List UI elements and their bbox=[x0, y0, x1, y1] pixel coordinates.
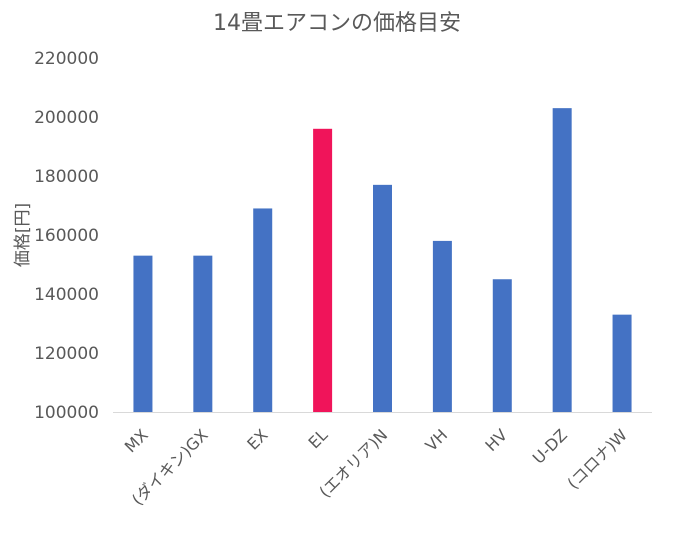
x-tick-label: HV bbox=[481, 425, 511, 455]
x-tick-label: MX bbox=[121, 425, 152, 456]
y-tick-label: 220000 bbox=[34, 49, 99, 69]
bar-2 bbox=[253, 208, 273, 412]
bar-4 bbox=[373, 184, 392, 412]
x-tick-label: (コロナ)W bbox=[563, 425, 631, 493]
bar-7 bbox=[552, 108, 572, 413]
x-tick-label: VH bbox=[422, 425, 452, 455]
y-tick-label: 140000 bbox=[34, 285, 99, 305]
bar-3 bbox=[313, 128, 333, 413]
bar-0 bbox=[133, 255, 153, 412]
bars bbox=[133, 108, 632, 413]
x-tick-label: U-DZ bbox=[529, 425, 571, 467]
y-tick-label: 100000 bbox=[34, 403, 99, 423]
chart-title: 14畳エアコンの価格目安 bbox=[213, 11, 461, 36]
bar-1 bbox=[193, 255, 213, 412]
y-tick-label: 120000 bbox=[34, 344, 99, 364]
x-axis-labels: MX(ダイキン)GX EX EL(エオリア)N VH HV U-DZ(コロナ)W bbox=[121, 425, 631, 509]
bar-8 bbox=[612, 314, 632, 412]
bar-6 bbox=[492, 279, 512, 412]
y-tick-label: 200000 bbox=[34, 108, 99, 128]
bar-5 bbox=[432, 240, 452, 412]
y-axis-title: 価格[円] bbox=[13, 203, 33, 267]
y-tick-label: 180000 bbox=[34, 167, 99, 187]
x-tick-label: EX bbox=[243, 425, 271, 453]
y-tick-label: 160000 bbox=[34, 226, 99, 246]
x-tick-label: EL bbox=[305, 425, 332, 452]
y-axis-ticks: 100000 120000 140000 160000 180000 200000 2200… bbox=[34, 49, 99, 423]
